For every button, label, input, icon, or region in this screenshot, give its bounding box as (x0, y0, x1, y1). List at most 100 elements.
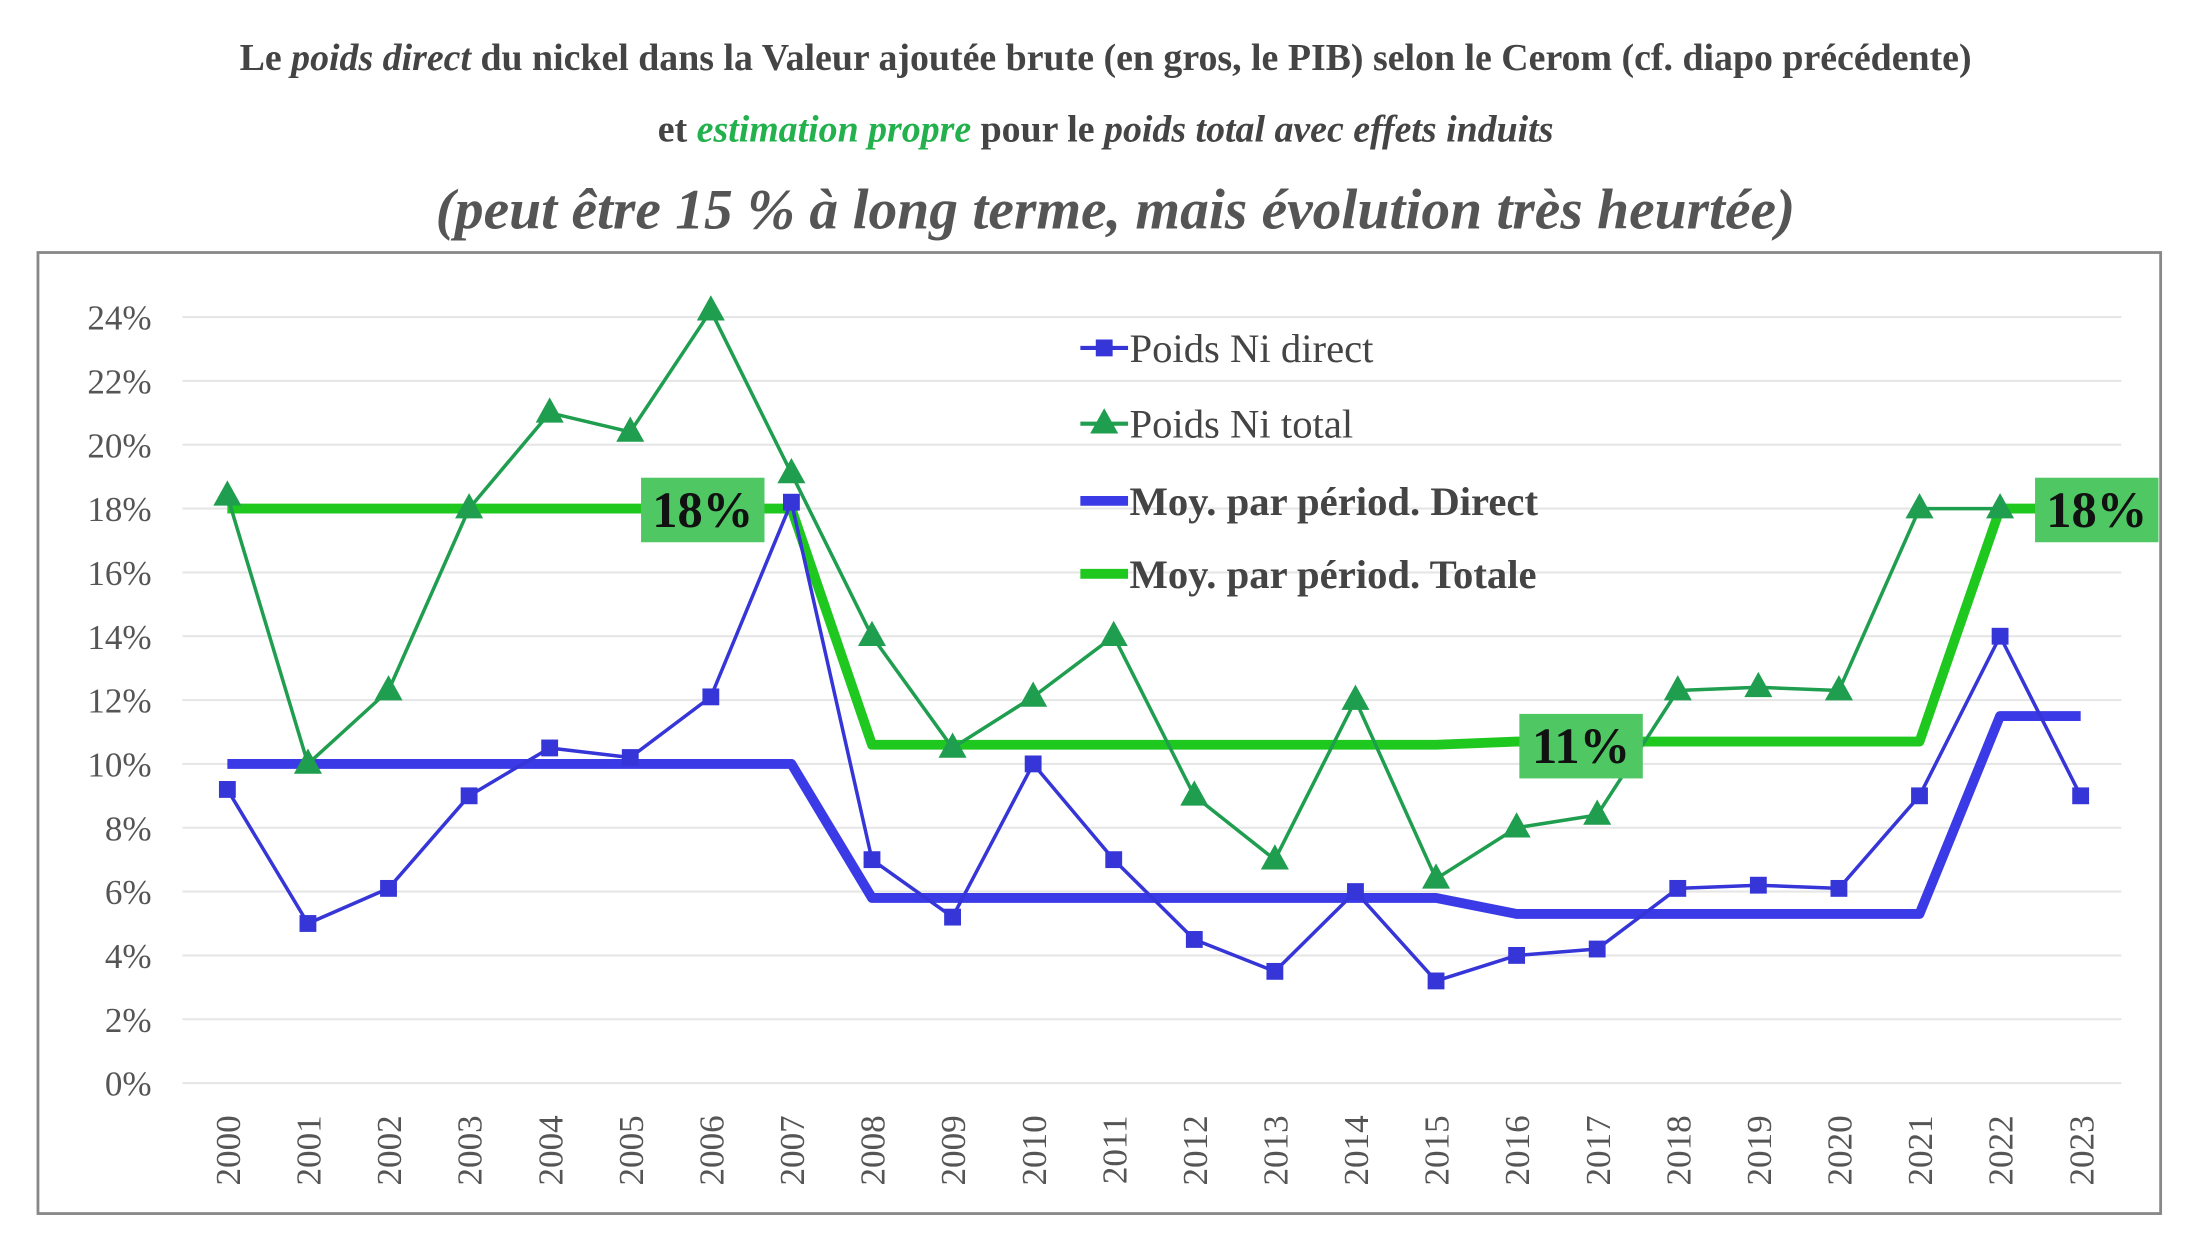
data-point-total (1905, 493, 1934, 519)
x-tick-label: 2017 (1579, 1115, 1618, 1185)
x-tick-label: 2003 (451, 1115, 490, 1185)
x-tick-label: 2019 (1740, 1115, 1779, 1185)
x-tick-label: 2022 (1982, 1115, 2021, 1185)
legend-square-icon (1095, 339, 1113, 357)
data-point-direct (299, 915, 317, 932)
x-tick-label: 2000 (209, 1115, 248, 1185)
data-point-direct (1911, 787, 1928, 805)
x-tick-label: 2007 (773, 1115, 812, 1185)
data-point-direct (1588, 940, 1606, 958)
y-axis-ticks: 0% 2% 4% 6% 8% 10% 12% 14% 16% 18% 20% 22% 24% (87, 299, 151, 1104)
y-tick-label: 18% (87, 490, 151, 529)
data-point-total (938, 732, 967, 758)
data-point-total (1180, 780, 1209, 806)
annotation-box (1519, 713, 1643, 779)
data-point-total (535, 397, 564, 423)
data-point-direct (702, 688, 720, 706)
x-tick-label: 2015 (1418, 1115, 1457, 1185)
annotation-label: 18% (652, 482, 753, 538)
x-axis-ticks: 2000 2001 2002 2003 2004 2005 2006 2007 2008 2009… (209, 1115, 2101, 1185)
title-line-1: Le poids direct du nickel dans la Valeur… (240, 37, 1972, 79)
y-tick-label: 6% (105, 873, 152, 912)
title-segment: du nickel dans la Valeur ajoutée brute (… (471, 37, 1972, 79)
title-segment: et (658, 109, 697, 151)
data-point-total (455, 493, 484, 519)
x-tick-label: 2021 (1901, 1115, 1940, 1185)
x-tick-label: 2008 (854, 1115, 893, 1185)
data-point-total (1019, 681, 1048, 707)
chart-frame (36, 251, 2163, 1215)
x-tick-label: 2023 (2062, 1115, 2101, 1185)
data-point-total (1341, 684, 1370, 710)
data-point-direct (218, 781, 236, 798)
title-segment: estimation propre (697, 109, 972, 151)
data-point-direct (1991, 627, 2009, 645)
data-point-direct (782, 493, 800, 511)
x-tick-label: 2010 (1015, 1115, 1054, 1185)
x-tick-label: 2013 (1257, 1115, 1296, 1185)
data-point-total (1663, 675, 1692, 701)
y-tick-label: 10% (87, 746, 151, 785)
title-line-3: (peut être 15 % à long terme, mais évolu… (436, 179, 1796, 242)
data-point-total (616, 416, 645, 442)
annotation-label: 11% (1532, 718, 1630, 774)
data-point-direct (460, 787, 478, 805)
title-segment: Le (240, 37, 292, 79)
y-tick-label: 16% (87, 554, 151, 593)
annotation-box (641, 477, 765, 543)
data-point-total (374, 675, 403, 701)
y-tick-label: 2% (105, 1001, 152, 1040)
x-tick-label: 2012 (1176, 1115, 1215, 1185)
data-point-direct (863, 851, 881, 869)
data-point-direct (1508, 946, 1526, 964)
annotation-box (2035, 477, 2159, 543)
data-point-direct (1024, 755, 1042, 773)
data-point-direct (1347, 883, 1364, 900)
data-point-total (213, 480, 242, 506)
series (213, 295, 2090, 990)
annotation-label: 18% (2046, 482, 2147, 538)
series-line-3 (227, 503, 2081, 750)
data-point-total (1824, 675, 1853, 701)
title-segment: poids total avec effets induits (1101, 109, 1553, 151)
x-tick-label: 2005 (612, 1115, 651, 1185)
title-segment: pour le (971, 109, 1104, 151)
data-point-total (1583, 799, 1612, 825)
series-line-0 (225, 500, 2083, 983)
y-tick-label: 20% (87, 426, 151, 465)
data-point-direct (1427, 972, 1445, 990)
title-line-2: et estimation propre pour le poids total… (658, 109, 1554, 151)
data-point-direct (1266, 962, 1284, 980)
x-tick-label: 2009 (934, 1115, 973, 1185)
data-point-total (1422, 863, 1451, 889)
legend-label: Moy. par périod. Totale (1129, 552, 1536, 597)
data-point-total (857, 620, 887, 647)
y-tick-label: 12% (87, 682, 151, 721)
data-point-direct (541, 739, 559, 757)
data-point-direct (1185, 931, 1203, 948)
annotations: 18% 11% 18% (641, 477, 2159, 779)
data-point-total (1986, 493, 2015, 519)
y-tick-label: 22% (87, 363, 151, 402)
x-tick-label: 2006 (692, 1115, 731, 1185)
y-tick-label: 24% (87, 299, 151, 338)
data-point-direct (2072, 787, 2090, 805)
x-tick-label: 2016 (1498, 1115, 1537, 1185)
x-tick-label: 2001 (290, 1115, 329, 1185)
y-tick-label: 14% (87, 618, 151, 657)
data-point-direct (621, 749, 639, 766)
legend-label: Moy. par périod. Direct (1129, 479, 1538, 524)
x-tick-label: 2020 (1821, 1115, 1860, 1185)
data-point-total (1744, 671, 1773, 698)
data-point-total (777, 458, 806, 484)
data-point-total (696, 295, 725, 321)
x-tick-label: 2002 (370, 1115, 409, 1185)
data-point-direct (380, 879, 397, 897)
y-tick-label: 8% (105, 809, 152, 848)
data-point-direct (1830, 879, 1848, 897)
y-tick-label: 0% (105, 1065, 152, 1104)
data-point-direct (1105, 851, 1123, 869)
x-tick-label: 2011 (1095, 1115, 1134, 1184)
data-point-total (1502, 812, 1531, 838)
